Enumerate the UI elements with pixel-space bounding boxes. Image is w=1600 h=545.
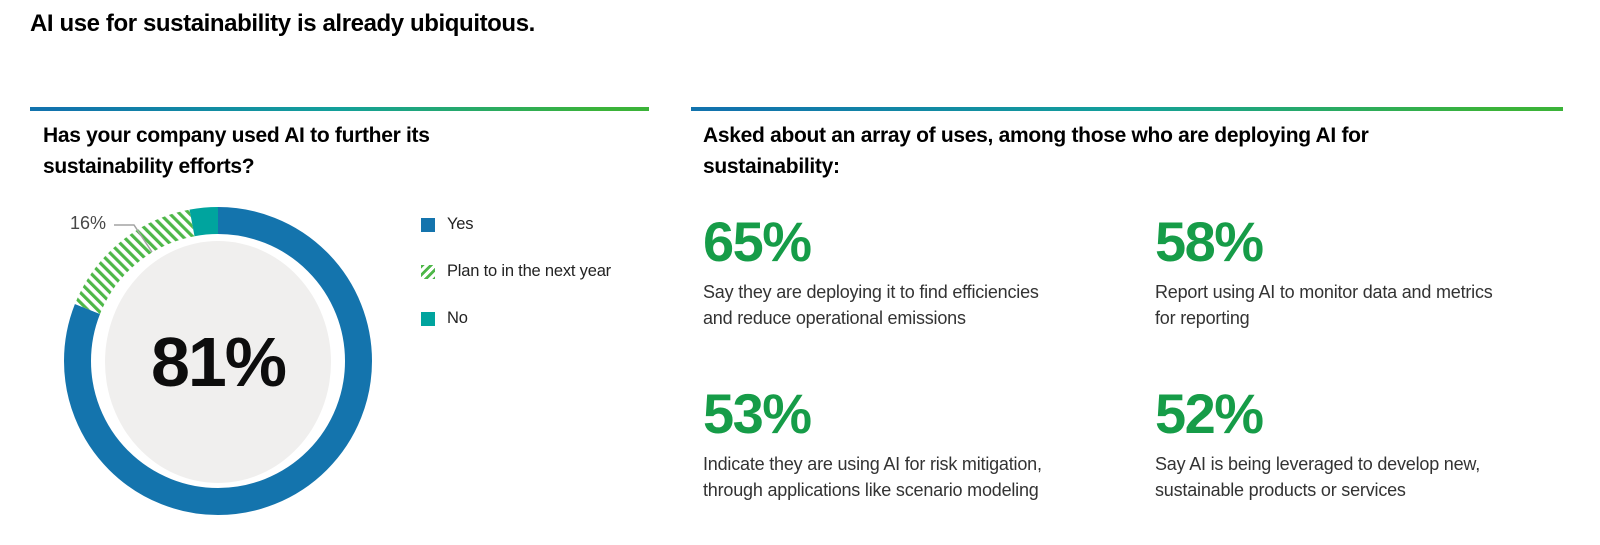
donut-chart-question-heading: Has your company used AI to further its … — [43, 124, 430, 178]
donut-center-value: 81% — [151, 323, 286, 401]
stat-value: 52% — [1155, 382, 1264, 445]
donut-chart: 81% — [64, 206, 372, 516]
stat-value: 65% — [703, 210, 812, 273]
donut-segment-no — [64, 207, 372, 515]
callout-label-plan-to: 16% — [70, 213, 107, 233]
stat-description: Indicate they are using AI for risk miti… — [703, 454, 1042, 500]
legend-swatch-plan-to-icon — [421, 264, 435, 279]
stat-card-risk-mitigation: 53% Indicate they are using AI for risk … — [703, 382, 1042, 503]
legend-label-plan-to: Plan to in the next year — [447, 262, 611, 280]
stat-description: Report using AI to monitor data and metr… — [1155, 282, 1493, 328]
stat-description: Say AI is being leveraged to develop new… — [1155, 454, 1481, 500]
donut-chart-svg: 81% — [64, 207, 372, 515]
legend-label-no: No — [447, 309, 468, 327]
right-section-divider — [691, 107, 1563, 111]
stat-card-monitoring: 58% Report using AI to monitor data and … — [1155, 210, 1493, 331]
stat-value: 58% — [1155, 210, 1264, 273]
legend-label-yes: Yes — [447, 215, 474, 233]
donut-inner-disc — [105, 241, 331, 483]
legend-item-plan-to: Plan to in the next year — [421, 262, 611, 281]
stat-card-new-products: 52% Say AI is being leveraged to develop… — [1155, 382, 1481, 503]
donut-legend: Yes Plan to in the next year No — [421, 215, 611, 328]
stat-value: 53% — [703, 382, 812, 445]
legend-item-no: No — [421, 309, 611, 328]
legend-swatch-no-icon — [421, 311, 435, 326]
stat-card-efficiencies: 65% Say they are deploying it to find ef… — [703, 210, 1039, 331]
legend-swatch-yes-icon — [421, 217, 435, 232]
page-title: AI use for sustainability is already ubi… — [30, 10, 535, 37]
stat-description: Say they are deploying it to find effici… — [703, 282, 1039, 328]
legend-item-yes: Yes — [421, 215, 611, 234]
left-section-divider — [30, 107, 649, 111]
callout-leader-line — [114, 224, 153, 253]
stats-section-heading: Asked about an array of uses, among thos… — [703, 124, 1369, 178]
